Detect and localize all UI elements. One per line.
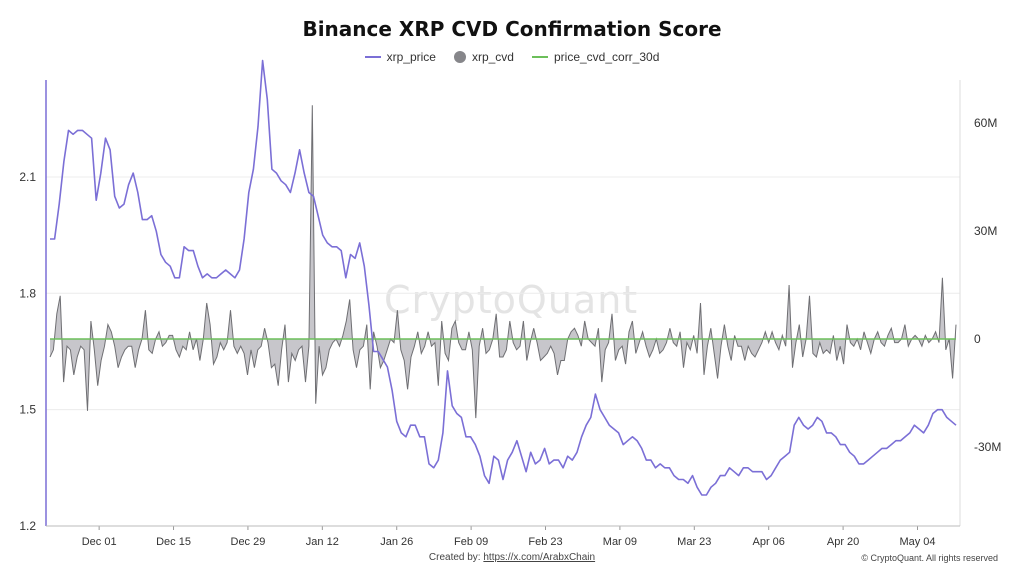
x-tick-label: Dec 15 bbox=[156, 536, 191, 548]
y-left-tick-label: 1.2 bbox=[19, 519, 36, 533]
legend-swatch-price-cvd-corr bbox=[531, 56, 548, 58]
watermark: CryptoQuant bbox=[384, 278, 639, 322]
y-left-tick-label: 1.5 bbox=[19, 403, 36, 417]
y-right-tick-label: 60M bbox=[974, 116, 997, 130]
x-tick-label: May 04 bbox=[899, 536, 935, 548]
x-tick-label: Apr 06 bbox=[752, 536, 784, 548]
legend: xrp_price xrp_cvd price_cvd_corr_30d bbox=[0, 50, 1024, 64]
x-tick-label: Jan 26 bbox=[380, 536, 413, 548]
legend-swatch-xrp-cvd bbox=[453, 51, 466, 63]
cvd-area bbox=[50, 105, 956, 419]
legend-label-xrp-price: xrp_price bbox=[386, 50, 436, 64]
legend-label-xrp-cvd: xrp_cvd bbox=[471, 50, 514, 64]
chart-title: Binance XRP CVD Confirmation Score bbox=[302, 17, 722, 41]
x-tick-label: Mar 23 bbox=[677, 536, 711, 548]
legend-swatch-xrp-price bbox=[364, 56, 381, 58]
footer-created-prefix: Created by: bbox=[428, 552, 481, 563]
cvd-line bbox=[49, 105, 957, 419]
y-right-tick-label: 0 bbox=[974, 332, 981, 346]
y-right-tick-label: 30M bbox=[974, 224, 997, 238]
x-tick-label: Mar 09 bbox=[603, 536, 637, 548]
legend-label-price-cvd-corr: price_cvd_corr_30d bbox=[553, 50, 660, 64]
x-tick-label: Feb 09 bbox=[454, 536, 488, 548]
x-tick-label: Dec 29 bbox=[231, 536, 266, 548]
legend-item-xrp-price[interactable]: xrp_price bbox=[364, 50, 436, 64]
price-line bbox=[50, 59, 957, 496]
footer-copyright: © CryptoQuant. All rights reserved bbox=[861, 553, 998, 563]
x-tick-label: Feb 23 bbox=[528, 536, 562, 548]
legend-item-price-cvd-corr[interactable]: price_cvd_corr_30d bbox=[531, 50, 660, 64]
legend-item-xrp-cvd[interactable]: xrp_cvd bbox=[453, 50, 514, 64]
x-tick-label: Apr 20 bbox=[827, 536, 859, 548]
y-left-tick-label: 1.8 bbox=[19, 286, 36, 300]
y-right-tick-label: -30M bbox=[974, 440, 1001, 454]
y-left-tick-label: 2.1 bbox=[19, 170, 36, 184]
footer-created-by: Created by: https://x.com/ArabxChain bbox=[0, 552, 1024, 563]
footer-created-link[interactable]: https://x.com/ArabxChain bbox=[483, 552, 596, 563]
x-tick-label: Dec 01 bbox=[82, 536, 117, 548]
x-tick-label: Jan 12 bbox=[306, 536, 339, 548]
